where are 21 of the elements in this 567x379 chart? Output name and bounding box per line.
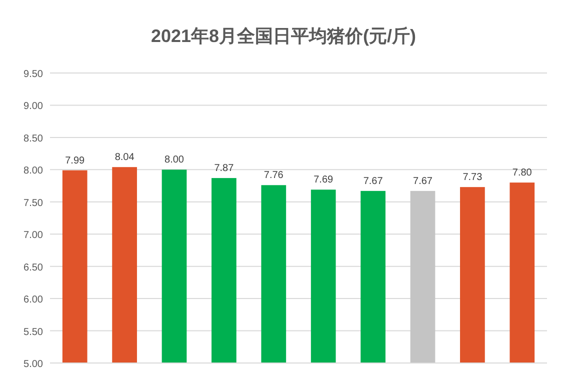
y-tick-label: 7.00 [24,230,44,242]
data-label: 7.69 [314,174,334,186]
data-label: 8.00 [164,154,184,166]
data-label: 7.99 [65,155,86,166]
y-tick-label: 5.50 [24,326,44,338]
y-tick-label: 9.50 [24,69,44,80]
y-tick-label: 6.00 [24,294,44,306]
chart-title: 2021年8月全国日平均猪价(元/斤) [150,26,416,46]
y-tick-label: 8.00 [24,166,44,177]
data-label: 7.73 [462,172,483,184]
data-label: 7.80 [512,168,532,179]
y-tick-label: 7.50 [24,198,44,209]
data-label: 8.04 [114,152,135,164]
data-label: 7.67 [413,176,433,187]
data-label: 7.87 [214,163,234,174]
y-tick-label: 5.00 [24,359,44,370]
y-tick-label: 6.50 [24,262,44,274]
data-label: 7.76 [264,170,284,182]
y-tick-label: 8.50 [24,133,44,144]
data-label: 7.67 [363,176,384,187]
y-tick-label: 9.00 [24,101,44,112]
